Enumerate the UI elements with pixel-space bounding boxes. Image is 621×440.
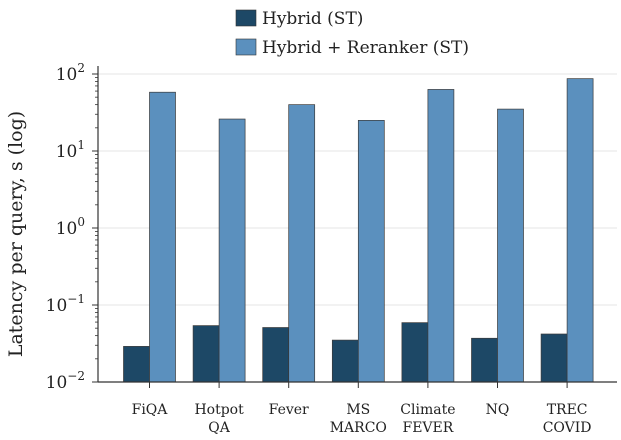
bar-hybrid-reranker [149, 91, 176, 383]
bar-hybrid-reranker [218, 118, 246, 383]
legend: Hybrid (ST) Hybrid + Reranker (ST) [235, 9, 469, 58]
x-tick-label: NQ [486, 402, 510, 418]
x-tick-label: FEVER [402, 420, 453, 436]
y-tick-label: 102 [56, 61, 85, 85]
legend-swatch-hybrid [235, 9, 257, 27]
legend-swatch-hybrid-reranker [235, 38, 257, 56]
bar-hybrid [471, 337, 498, 383]
legend-label-hybrid-reranker: Hybrid + Reranker (ST) [262, 38, 469, 58]
legend-label-hybrid: Hybrid (ST) [262, 9, 363, 29]
x-tick-label: Hotpot [194, 402, 244, 418]
y-tick-label: 10−1 [46, 292, 85, 316]
grid-lines [98, 73, 617, 306]
bar-hybrid-reranker [566, 78, 594, 383]
x-tick-label: MS [346, 402, 370, 418]
x-tick-label: COVID [543, 420, 592, 436]
bar-hybrid [262, 327, 290, 383]
bars [123, 78, 594, 383]
x-tick-label: FiQA [132, 402, 169, 418]
bar-hybrid [540, 333, 568, 383]
x-tick-label: Fever [269, 402, 309, 418]
y-tick-label: 100 [56, 215, 85, 239]
y-tick-label: 10−2 [46, 369, 85, 393]
y-tick-label: 101 [56, 138, 85, 162]
bar-hybrid [192, 325, 220, 383]
axes [92, 66, 617, 388]
bar-hybrid-reranker [357, 120, 385, 383]
x-tick-label: QA [208, 420, 230, 436]
bar-hybrid-reranker [288, 104, 316, 383]
bar-hybrid [401, 322, 429, 383]
x-tick-label: MARCO [330, 420, 387, 436]
y-axis-title: Latency per query, s (log) [5, 111, 27, 357]
x-tick-label: Climate [400, 402, 455, 418]
bar-hybrid [123, 346, 150, 383]
bar-hybrid-reranker [427, 89, 455, 383]
y-tick-labels: 10−2 10−1 100 101 102 [46, 61, 85, 393]
bar-hybrid-reranker [497, 108, 524, 383]
bar-hybrid [331, 339, 359, 383]
x-tick-label: TREC [547, 402, 588, 418]
x-tick-labels: FiQA Hotpot QA Fever MS MARCO Climate FEVER NQ TR… [132, 402, 592, 436]
